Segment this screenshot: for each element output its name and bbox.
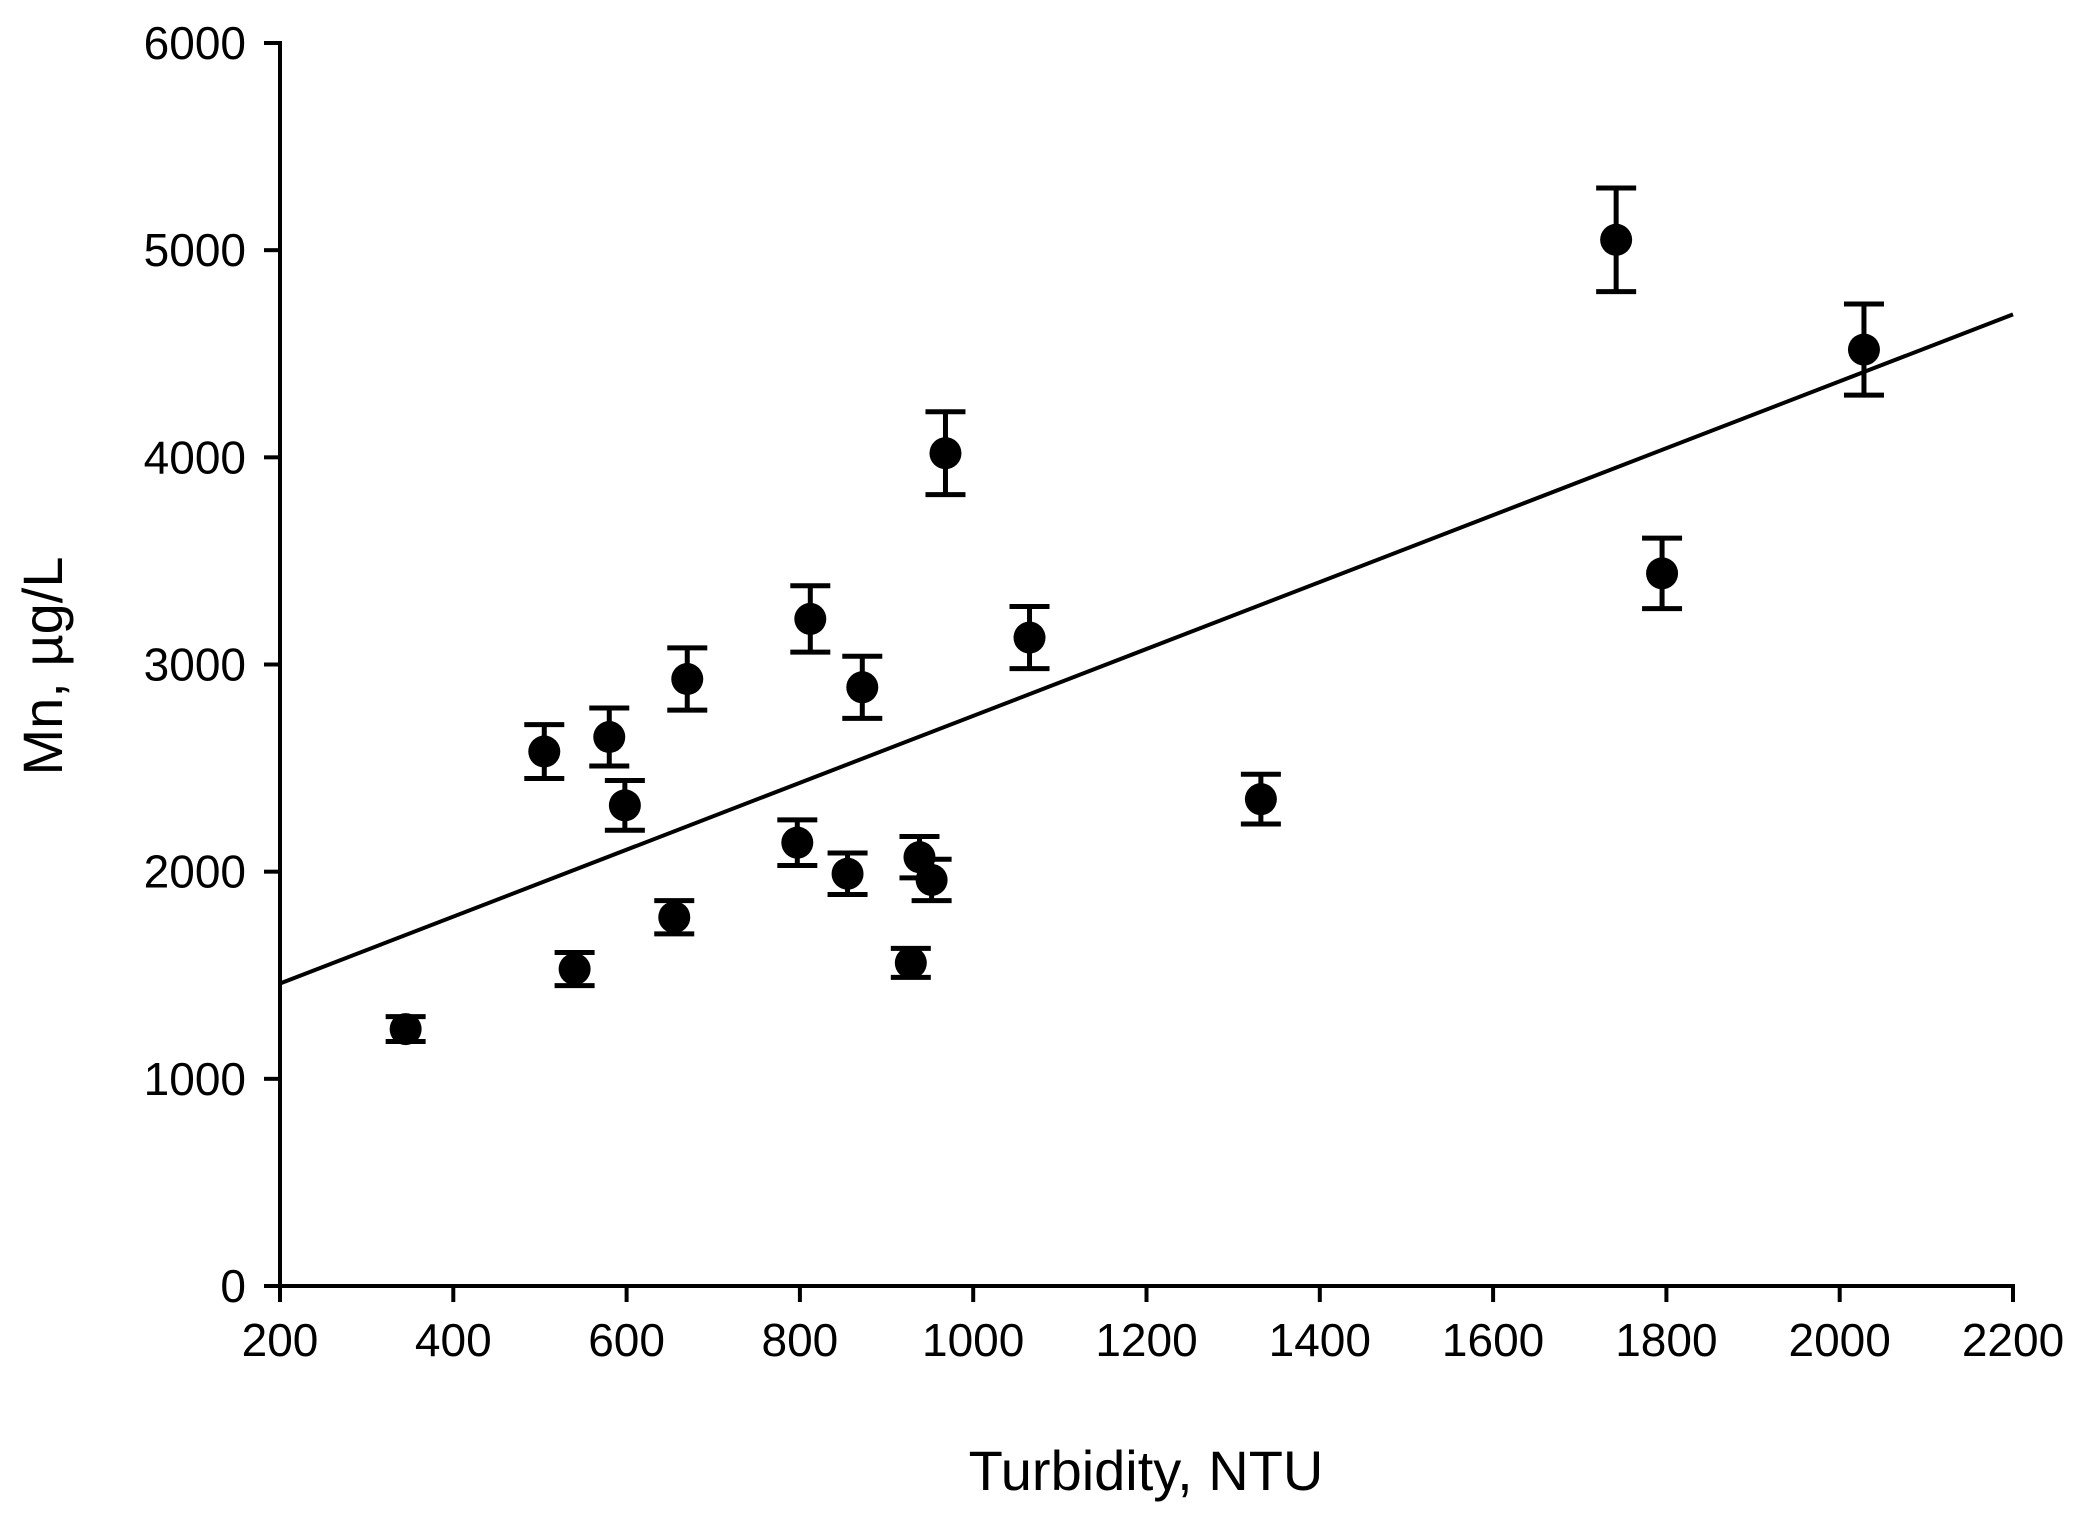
point-marker <box>608 789 641 822</box>
data-point <box>1843 301 1884 398</box>
point-marker <box>894 946 927 979</box>
trendline <box>279 312 2014 986</box>
x-tick-label: 1200 <box>1095 1314 1197 1366</box>
y-tick-label: 3000 <box>144 639 246 691</box>
data-point <box>667 645 708 713</box>
point-marker <box>915 863 948 896</box>
y-tick-label: 0 <box>220 1260 246 1312</box>
data-point <box>911 856 952 904</box>
data-point <box>524 722 565 781</box>
point-marker <box>846 671 879 704</box>
y-axis-title: Mn, µg/L <box>11 556 74 775</box>
trendline-group <box>279 312 2014 986</box>
point-marker <box>558 953 591 986</box>
point-marker <box>658 901 691 934</box>
x-tick-label: 1800 <box>1615 1314 1717 1366</box>
x-tick-label: 1000 <box>922 1314 1024 1366</box>
x-tick-label: 2000 <box>1789 1314 1891 1366</box>
point-marker <box>1847 333 1880 366</box>
y-tick-label: 4000 <box>144 431 246 483</box>
x-tick-label: 200 <box>242 1314 319 1366</box>
point-marker <box>389 1013 422 1046</box>
data-point <box>1009 603 1050 672</box>
point-marker <box>781 826 814 859</box>
data-point <box>554 949 595 989</box>
point-marker <box>794 602 827 635</box>
y-tick-label: 2000 <box>144 846 246 898</box>
data-point <box>1642 535 1683 612</box>
data-point <box>1596 185 1637 295</box>
data-point <box>925 409 966 498</box>
x-tick-label: 1400 <box>1269 1314 1371 1366</box>
data-point <box>604 778 645 833</box>
y-tick-label: 6000 <box>144 17 246 69</box>
axes: 200 400 600 800 1000 1200 1400 1600 1800 2000 2200… <box>144 17 2065 1366</box>
data-point <box>790 583 831 655</box>
y-tick-label: 5000 <box>144 224 246 276</box>
point-marker <box>1013 621 1046 654</box>
data-point <box>827 850 868 897</box>
data-point <box>777 817 818 868</box>
x-tick-label: 800 <box>762 1314 839 1366</box>
data-point <box>1240 771 1281 827</box>
point-marker <box>831 857 864 890</box>
point-marker <box>929 437 962 470</box>
data-point <box>589 705 630 769</box>
data-point <box>890 945 931 980</box>
point-marker <box>1244 783 1277 816</box>
data-point <box>654 898 695 937</box>
point-marker <box>593 721 626 754</box>
point-marker <box>1646 557 1679 590</box>
point-marker <box>671 663 704 696</box>
x-axis-title: Turbidity, NTU <box>969 1439 1324 1502</box>
data-point <box>842 653 883 721</box>
y-tick-label: 1000 <box>144 1053 246 1105</box>
data-points <box>385 185 1884 1046</box>
data-point <box>385 1013 426 1046</box>
point-marker <box>1600 223 1633 256</box>
x-tick-label: 600 <box>588 1314 665 1366</box>
x-tick-label: 1600 <box>1442 1314 1544 1366</box>
point-marker <box>528 735 561 768</box>
x-tick-label: 2200 <box>1962 1314 2064 1366</box>
x-tick-label: 400 <box>415 1314 492 1366</box>
